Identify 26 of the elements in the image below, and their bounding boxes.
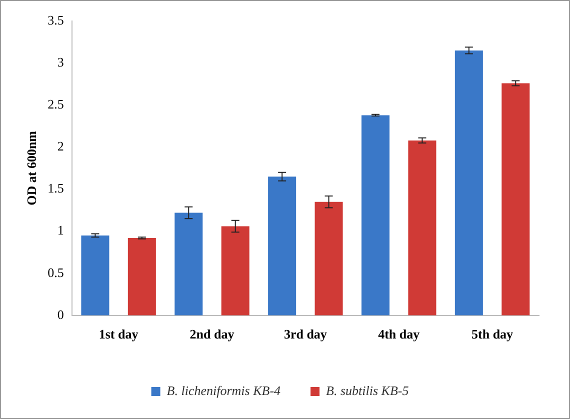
bar <box>361 115 390 316</box>
y-tick-label: 0 <box>57 306 64 322</box>
y-tick-label: 3.5 <box>48 12 64 28</box>
legend-label: B. subtilis KB-5 <box>326 382 410 398</box>
bar <box>128 238 156 316</box>
bar <box>454 50 483 316</box>
bar <box>408 140 436 316</box>
bar <box>268 176 296 316</box>
x-tick-label: 3rd day <box>284 326 328 342</box>
bar <box>174 212 203 316</box>
x-tick-label: 1st day <box>98 326 139 342</box>
y-axis-title: OD at 600nm <box>24 130 40 206</box>
y-tick-label: 3 <box>57 54 64 70</box>
y-tick-label: 1.5 <box>48 180 64 196</box>
y-tick-label: 0.5 <box>48 264 64 280</box>
bar <box>314 202 343 316</box>
y-tick-label: 2 <box>57 138 64 154</box>
bar <box>502 83 530 316</box>
bar <box>221 226 250 316</box>
x-tick-label: 2nd day <box>190 326 235 342</box>
bar <box>81 235 110 316</box>
x-tick-label: 5th day <box>472 326 514 342</box>
y-tick-label: 1 <box>57 222 64 238</box>
y-tick-label: 2.5 <box>48 96 64 112</box>
legend-label: B. licheniformis KB-4 <box>166 382 282 398</box>
x-tick-label: 4th day <box>378 326 420 342</box>
